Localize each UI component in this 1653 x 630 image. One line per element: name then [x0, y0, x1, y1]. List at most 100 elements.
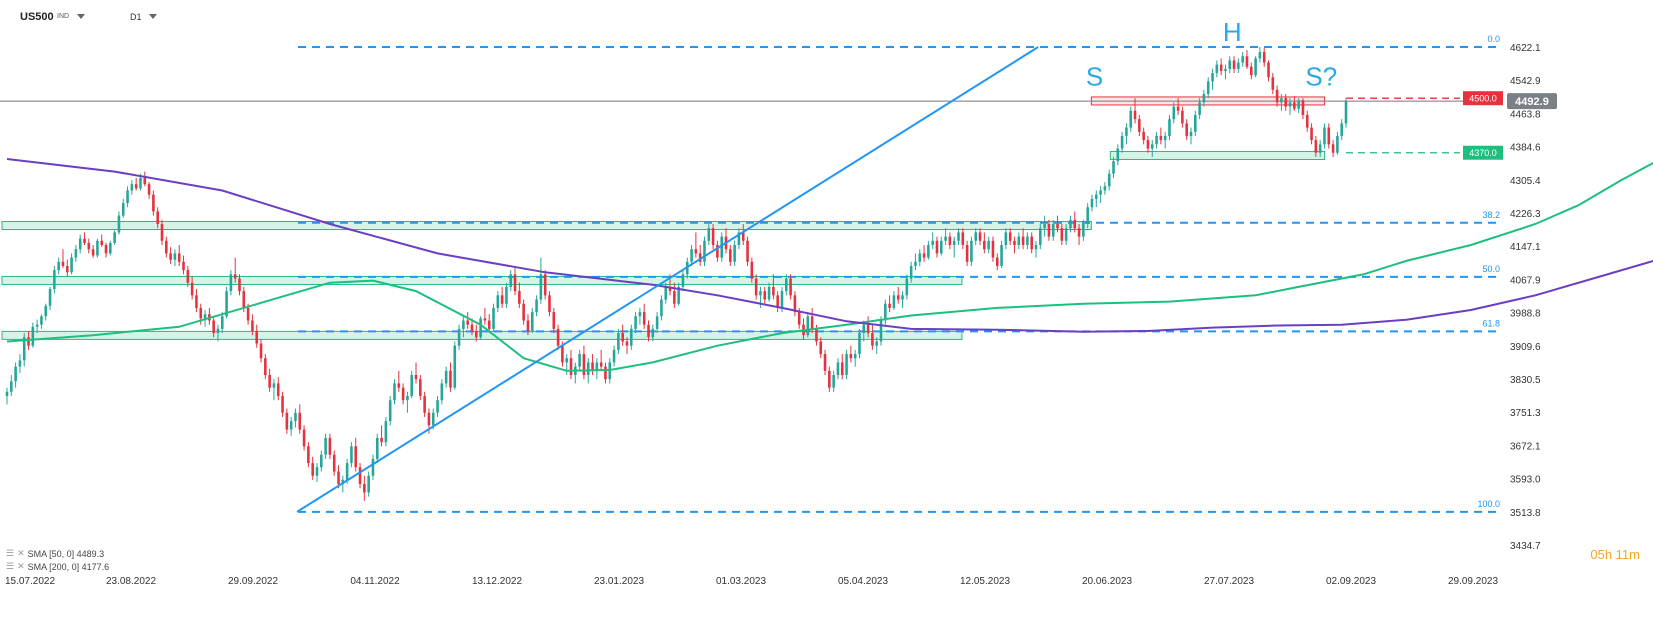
- candle-body[interactable]: [720, 236, 723, 258]
- candle-body[interactable]: [853, 354, 857, 359]
- candle-body[interactable]: [1224, 68, 1227, 71]
- candle-body[interactable]: [948, 236, 952, 246]
- candle-body[interactable]: [1159, 135, 1163, 141]
- candle-body[interactable]: [845, 354, 848, 376]
- candle-body[interactable]: [130, 184, 134, 191]
- candle-body[interactable]: [1146, 140, 1150, 149]
- candle-body[interactable]: [1086, 207, 1089, 225]
- candle-body[interactable]: [642, 312, 646, 325]
- candle-body[interactable]: [1293, 102, 1296, 109]
- candle-body[interactable]: [1133, 110, 1137, 120]
- candle-body[interactable]: [384, 421, 388, 443]
- indicator-remove-icon[interactable]: ✕: [17, 548, 25, 558]
- zone-box[interactable]: [1, 221, 1092, 231]
- candle-body[interactable]: [660, 299, 663, 317]
- legend-sma50[interactable]: ☰ ✕ SMA [50, 0] 4489.3: [6, 548, 104, 559]
- candle-body[interactable]: [152, 194, 155, 212]
- candle-body[interactable]: [630, 328, 633, 346]
- candle-body[interactable]: [690, 249, 693, 262]
- candle-body[interactable]: [419, 379, 422, 396]
- candle-body[interactable]: [556, 328, 560, 346]
- candle-body[interactable]: [505, 286, 508, 304]
- candle-body[interactable]: [1034, 245, 1038, 250]
- indicator-remove-icon[interactable]: ✕: [17, 561, 25, 571]
- candle-body[interactable]: [737, 232, 741, 246]
- candle-body[interactable]: [1331, 144, 1335, 153]
- candle-body[interactable]: [320, 454, 323, 468]
- candle-body[interactable]: [970, 240, 973, 262]
- candle-body[interactable]: [96, 240, 99, 256]
- candle-body[interactable]: [582, 354, 586, 376]
- candle-body[interactable]: [711, 228, 715, 246]
- candle-body[interactable]: [595, 362, 599, 371]
- candle-body[interactable]: [475, 330, 478, 338]
- candle-body[interactable]: [840, 362, 844, 376]
- candle-body[interactable]: [147, 184, 151, 195]
- candle-body[interactable]: [1254, 58, 1257, 76]
- candle-body[interactable]: [586, 362, 590, 376]
- candle-body[interactable]: [806, 316, 810, 336]
- candle-body[interactable]: [875, 341, 878, 346]
- candle-body[interactable]: [264, 358, 267, 376]
- candle-body[interactable]: [634, 316, 637, 329]
- candle-body[interactable]: [793, 295, 797, 313]
- candle-body[interactable]: [1051, 224, 1055, 237]
- candle-body[interactable]: [1060, 228, 1064, 241]
- candle-body[interactable]: [1202, 94, 1206, 103]
- candle-body[interactable]: [401, 387, 405, 401]
- candle-body[interactable]: [1262, 52, 1266, 63]
- candle-body[interactable]: [1318, 144, 1322, 153]
- candle-body[interactable]: [655, 316, 659, 329]
- candle-body[interactable]: [681, 274, 685, 287]
- candle-body[interactable]: [1344, 101, 1348, 124]
- candle-body[interactable]: [57, 261, 60, 271]
- candle-body[interactable]: [668, 286, 672, 292]
- candle-body[interactable]: [121, 203, 125, 216]
- candle-body[interactable]: [884, 303, 887, 321]
- candle-body[interactable]: [276, 383, 280, 396]
- candle-body[interactable]: [363, 484, 366, 493]
- candle-body[interactable]: [896, 295, 900, 300]
- candle-body[interactable]: [78, 238, 82, 250]
- timeframe-dropdown-icon[interactable]: [149, 14, 157, 19]
- candle-body[interactable]: [1323, 127, 1326, 145]
- candle-body[interactable]: [810, 316, 814, 329]
- candle-body[interactable]: [298, 412, 302, 430]
- candle-body[interactable]: [1288, 102, 1292, 107]
- candle-body[interactable]: [44, 305, 48, 317]
- candle-body[interactable]: [289, 421, 293, 430]
- candle-body[interactable]: [22, 337, 26, 361]
- candle-body[interactable]: [1142, 131, 1145, 141]
- candle-body[interactable]: [242, 291, 246, 308]
- candle-body[interactable]: [410, 375, 414, 396]
- symbol-label[interactable]: US500: [20, 11, 54, 23]
- candle-body[interactable]: [1047, 224, 1051, 237]
- candle-body[interactable]: [406, 395, 409, 401]
- candle-body[interactable]: [694, 249, 698, 254]
- candle-body[interactable]: [789, 278, 792, 296]
- candle-body[interactable]: [350, 446, 353, 464]
- candle-body[interactable]: [1107, 173, 1111, 187]
- candle-body[interactable]: [268, 375, 271, 388]
- candle-body[interactable]: [173, 253, 177, 260]
- candle-body[interactable]: [1249, 66, 1253, 76]
- candle-body[interactable]: [5, 391, 9, 396]
- candle-body[interactable]: [617, 333, 620, 350]
- candle-body[interactable]: [535, 299, 538, 313]
- candle-body[interactable]: [957, 232, 960, 241]
- candle-body[interactable]: [324, 437, 327, 455]
- candle-body[interactable]: [836, 362, 840, 376]
- candle-body[interactable]: [479, 318, 482, 338]
- candle-body[interactable]: [974, 232, 978, 241]
- candle-body[interactable]: [18, 360, 22, 367]
- candle-body[interactable]: [371, 458, 375, 476]
- candle-body[interactable]: [1013, 240, 1016, 246]
- candle-body[interactable]: [909, 265, 913, 279]
- candle-body[interactable]: [1030, 236, 1033, 250]
- candle-body[interactable]: [1163, 135, 1167, 141]
- candle-body[interactable]: [1215, 64, 1219, 74]
- candle-body[interactable]: [1077, 228, 1081, 237]
- candle-body[interactable]: [431, 412, 435, 426]
- candle-body[interactable]: [427, 412, 431, 426]
- candle-body[interactable]: [1094, 194, 1098, 199]
